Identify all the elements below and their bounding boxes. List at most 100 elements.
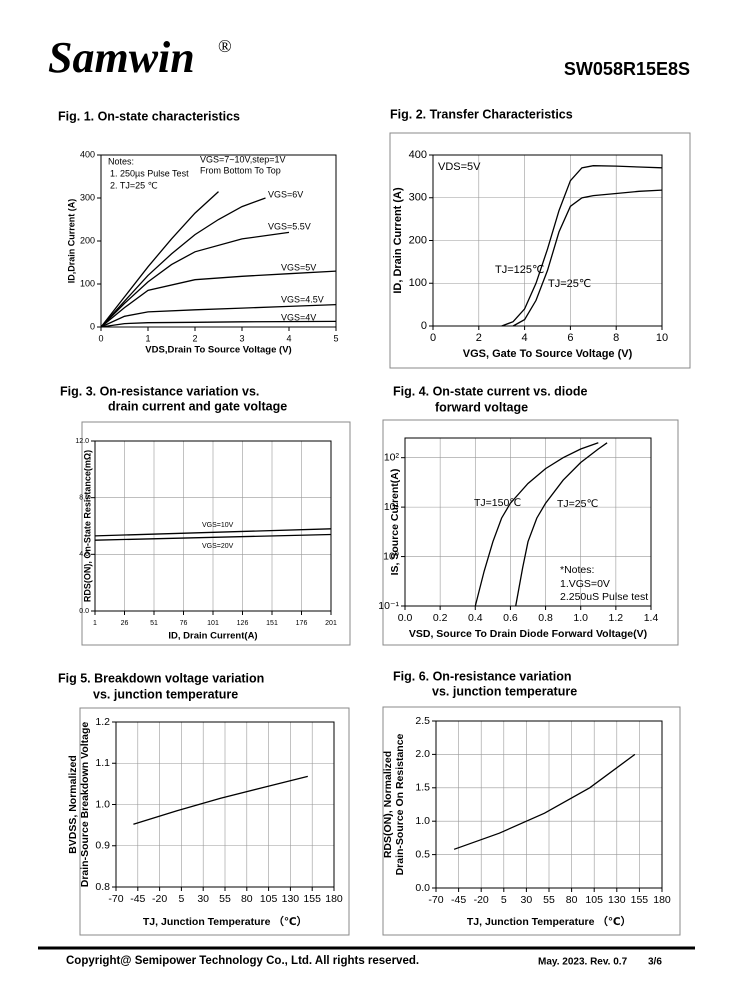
x-tick-label: 51 <box>150 620 158 627</box>
data-line <box>453 753 636 850</box>
y-tick-label: 0.0 <box>415 882 430 894</box>
chart-title: forward voltage <box>435 400 528 414</box>
x-tick-label: 0.4 <box>468 612 483 624</box>
x-tick-label: 1.2 <box>609 612 624 624</box>
curve-label: VGS=6V <box>268 189 303 199</box>
y-tick-label: 10⁻¹ <box>378 600 399 612</box>
x-tick-label: 8 <box>613 332 619 344</box>
curve-label: TJ=125℃ <box>495 264 544 276</box>
curve-label: VGS=4V <box>281 312 316 322</box>
curve-label: VGS=4.5V <box>281 294 324 304</box>
y-tick-label: 0 <box>90 321 95 331</box>
x-tick-label: 30 <box>197 893 209 905</box>
data-line <box>133 775 308 825</box>
curve-label: TJ=25℃ <box>548 278 591 290</box>
x-tick-label: 1.4 <box>644 612 659 624</box>
x-tick-label: 176 <box>296 620 308 627</box>
x-tick-label: 5 <box>178 893 184 905</box>
x-tick-label: 5 <box>333 333 338 343</box>
data-line <box>100 320 337 328</box>
x-tick-label: 151 <box>266 620 278 627</box>
x-tick-label: 1 <box>145 333 150 343</box>
data-line <box>100 231 290 328</box>
chart-title: Fig. 4. On-state current vs. diode <box>393 384 588 398</box>
chart-frame <box>81 421 351 646</box>
x-tick-label: 5 <box>501 894 507 906</box>
annotation: *Notes: <box>560 564 594 576</box>
chart-frame <box>382 419 679 646</box>
y-tick-label: 10² <box>384 451 400 463</box>
plot-area <box>432 154 663 327</box>
x-tick-label: 0.2 <box>433 612 448 624</box>
x-tick-label: 0 <box>430 332 436 344</box>
y-tick-label: 10⁰ <box>383 550 399 562</box>
x-tick-label: 0 <box>98 333 103 343</box>
curve-label: VGS=20V <box>202 543 234 550</box>
x-tick-label: 2 <box>476 332 482 344</box>
x-tick-label: 3 <box>239 333 244 343</box>
x-tick-label: -20 <box>152 893 167 905</box>
copyright: Copyright@ Semipower Technology Co., Ltd… <box>66 955 419 967</box>
y-tick-label: 300 <box>409 192 427 204</box>
x-tick-label: -70 <box>108 893 123 905</box>
y-tick-label: 2.0 <box>415 748 430 760</box>
annotation: VDS=5V <box>438 161 481 173</box>
x-axis-label: VGS, Gate To Source Voltage (V) <box>463 348 633 360</box>
x-tick-label: 0.6 <box>503 612 518 624</box>
chart-title: Fig. 1. On-state characteristics <box>58 109 240 123</box>
y-tick-label: 1.0 <box>415 815 430 827</box>
x-tick-label: -45 <box>130 893 145 905</box>
x-axis-label: VDS,Drain To Source Voltage (V) <box>145 345 291 356</box>
plot-area <box>435 720 663 889</box>
y-tick-label: 1.2 <box>95 716 110 728</box>
x-tick-label: 155 <box>303 893 321 905</box>
annotation: 2.250uS Pulse test <box>560 591 648 603</box>
data-line <box>94 533 332 541</box>
x-tick-label: 2 <box>192 333 197 343</box>
x-tick-label: 126 <box>237 620 249 627</box>
y-tick-label: 1.5 <box>415 782 430 794</box>
x-tick-label: 0.0 <box>398 612 413 624</box>
y-axis-label: BVDSS, Normalized <box>67 755 79 854</box>
x-tick-label: 155 <box>631 894 649 906</box>
x-tick-label: 201 <box>325 620 337 627</box>
y-tick-label: 300 <box>80 192 95 202</box>
plot-area <box>404 437 652 607</box>
y-tick-label: 0 <box>421 320 427 332</box>
data-line <box>515 442 608 607</box>
y-tick-label: 10¹ <box>384 501 400 513</box>
y-tick-label: 100 <box>80 278 95 288</box>
x-tick-label: 4 <box>522 332 528 344</box>
data-line <box>94 528 332 537</box>
x-axis-label: TJ, Junction Temperature （℃） <box>143 915 307 928</box>
data-line <box>100 303 337 328</box>
y-tick-label: 12.0 <box>75 438 89 445</box>
x-tick-label: -45 <box>451 894 466 906</box>
y-tick-label: 4.0 <box>79 551 89 558</box>
chart-frame <box>389 132 691 369</box>
y-tick-label: 0.0 <box>79 608 89 615</box>
y-tick-label: 0.9 <box>95 840 110 852</box>
y-tick-label: 0.8 <box>95 881 110 893</box>
chart-title: Fig. 6. On-resistance variation <box>393 669 572 683</box>
y-tick-label: 2.5 <box>415 715 430 727</box>
chart-title: drain current and gate voltage <box>108 399 287 413</box>
y-tick-label: 1.0 <box>95 798 110 810</box>
curve-label: VGS=10V <box>202 522 234 529</box>
annotation: 1.VGS=0V <box>560 578 610 590</box>
revision-date: May. 2023. Rev. 0.7 <box>538 957 628 968</box>
chart-title: vs. junction temperature <box>93 687 238 701</box>
x-tick-label: 105 <box>260 893 278 905</box>
x-axis-label: TJ, Junction Temperature （℃） <box>467 915 631 928</box>
annotation: 1. 250µs Pulse Test <box>110 168 189 178</box>
x-tick-label: 30 <box>521 894 533 906</box>
x-tick-label: 26 <box>121 620 129 627</box>
plot-area <box>94 440 332 612</box>
y-tick-label: 200 <box>80 235 95 245</box>
page-number: 3/6 <box>648 957 662 968</box>
x-tick-label: 1 <box>93 620 97 627</box>
y-axis-label: ID,Drain Current (A) <box>66 199 76 284</box>
chart-title: Fig. 2. Transfer Characteristics <box>390 107 573 121</box>
